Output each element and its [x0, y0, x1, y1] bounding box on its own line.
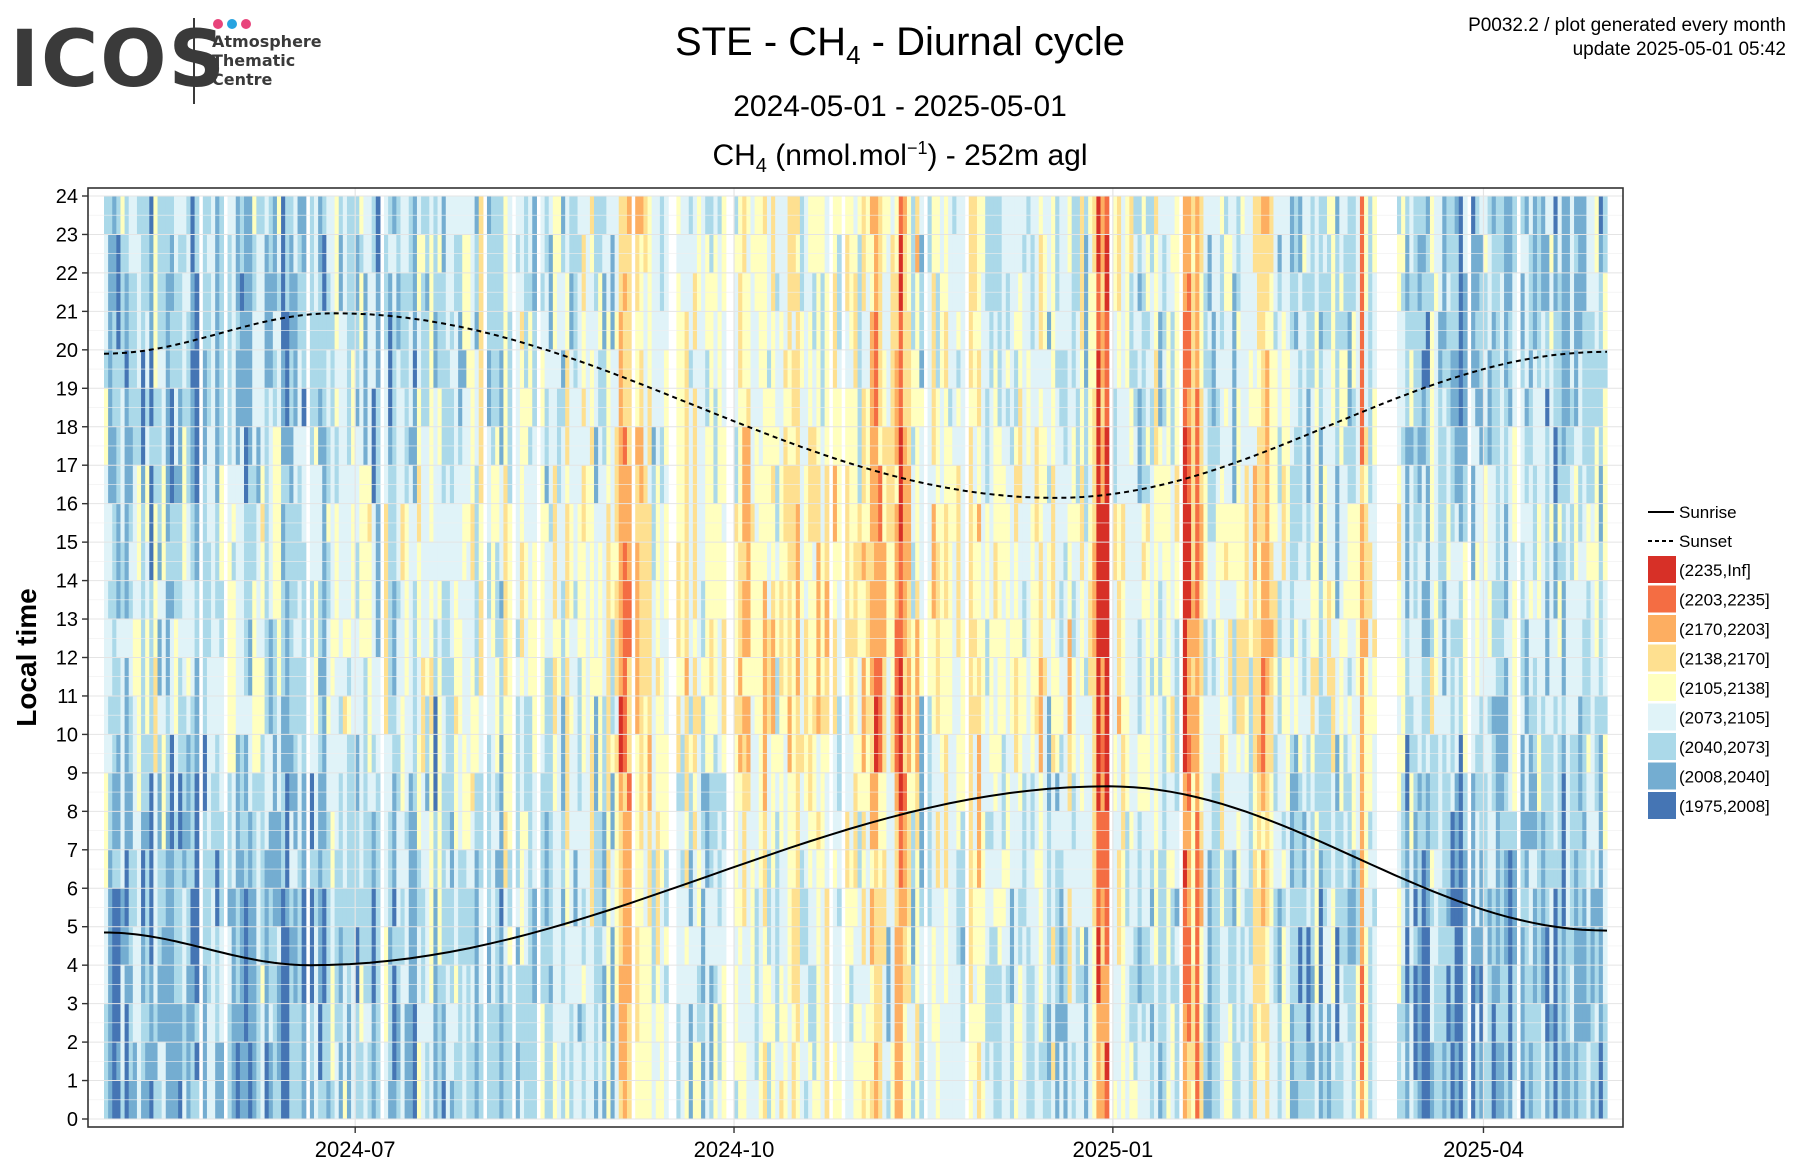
legend-label: (2138,2170]: [1679, 650, 1770, 669]
y-tick-label: 5: [67, 917, 78, 939]
chart-subtitle: CH4 (nmol.mol−1) - 252m agl: [712, 138, 1088, 177]
legend-swatch: [1648, 792, 1676, 819]
logo-divider: [193, 18, 195, 104]
y-tick-label: 4: [67, 955, 78, 977]
x-tick-label: 2024-07: [315, 1137, 396, 1162]
sunset-line: [103, 312, 1608, 499]
x-tick-label: 2025-04: [1443, 1137, 1524, 1162]
y-tick-label: 9: [67, 763, 78, 785]
logo-subtitle: Atmosphere Thematic Centre: [212, 32, 322, 89]
legend-label: (2008,2040]: [1679, 768, 1770, 787]
y-tick-label: 21: [56, 301, 78, 323]
legend-swatch: [1648, 703, 1676, 731]
logo-subtitle-line: Atmosphere: [212, 32, 322, 51]
chart-title: STE - CH4 - Diurnal cycle: [674, 20, 1126, 70]
legend-label: (2170,2203]: [1679, 620, 1770, 639]
plot-info-line: P0032.2 / plot generated every month: [1468, 15, 1786, 36]
y-tick-label: 18: [56, 417, 78, 439]
y-tick-label: 19: [56, 378, 78, 400]
legend-swatch: [1648, 585, 1676, 613]
grid-lines: [88, 188, 1623, 1127]
legend-swatch: [1648, 733, 1676, 760]
logo-subtitle-line: Centre: [212, 70, 273, 89]
logo-wordmark: ICOS: [10, 15, 227, 105]
logo-subtitle-line: Thematic: [212, 51, 296, 70]
axes: 0123456789101112131415161718192021222324…: [11, 186, 1524, 1162]
legend-label: (2105,2138]: [1679, 679, 1770, 698]
logo-dot: [241, 19, 251, 29]
legend-line-label: Sunrise: [1679, 503, 1737, 522]
y-tick-label: 1: [67, 1071, 78, 1093]
y-tick-label: 15: [56, 532, 78, 554]
y-tick-label: 12: [56, 648, 78, 670]
y-tick-label: 3: [67, 994, 78, 1016]
y-tick-label: 14: [56, 571, 78, 593]
legend-swatch: [1648, 674, 1676, 701]
sun-curves: [103, 312, 1608, 967]
y-tick-label: 23: [56, 224, 78, 246]
y-tick-label: 10: [56, 724, 78, 746]
legend-swatch: [1648, 556, 1676, 583]
logo-dot: [213, 19, 223, 29]
sunrise-line: [104, 785, 1608, 967]
legend-swatch: [1648, 762, 1676, 790]
plot-info: P0032.2 / plot generated every month upd…: [1468, 14, 1786, 62]
y-tick-label: 0: [67, 1109, 78, 1131]
y-tick-label: 20: [56, 340, 78, 362]
legend-label: (2073,2105]: [1679, 709, 1770, 728]
y-tick-label: 13: [56, 609, 78, 631]
y-tick-label: 6: [67, 878, 78, 900]
logo-dot: [227, 19, 237, 29]
y-tick-label: 2: [67, 1032, 78, 1054]
legend: Sunrise Sunset (2235,Inf] (2203,2235] (2170,…: [1648, 503, 1770, 819]
y-tick-label: 24: [56, 186, 78, 208]
y-tick-label: 17: [56, 455, 78, 477]
legend-label: (2203,2235]: [1679, 591, 1770, 610]
y-tick-label: 16: [56, 494, 78, 516]
legend-swatch: [1648, 615, 1676, 642]
legend-swatch: [1648, 644, 1676, 672]
y-tick-label: 22: [56, 263, 78, 285]
legend-line-label: Sunset: [1679, 532, 1732, 551]
chart-period: 2024-05-01 - 2025-05-01: [733, 90, 1067, 123]
legend-label: (1975,2008]: [1679, 797, 1770, 816]
x-tick-label: 2024-10: [694, 1137, 775, 1162]
plot-info-line: update 2025-05-01 05:42: [1572, 39, 1786, 60]
y-tick-label: 7: [67, 840, 78, 862]
y-tick-label: 8: [67, 801, 78, 823]
x-tick-label: 2025-01: [1072, 1137, 1153, 1162]
icos-logo: ICOS Atmosphere Thematic Centre: [10, 14, 330, 106]
legend-label: (2235,Inf]: [1679, 561, 1751, 580]
y-tick-label: 11: [57, 686, 78, 708]
y-axis-label: Local time: [11, 588, 42, 726]
logo-dots: [213, 16, 255, 29]
legend-label: (2040,2073]: [1679, 738, 1770, 757]
